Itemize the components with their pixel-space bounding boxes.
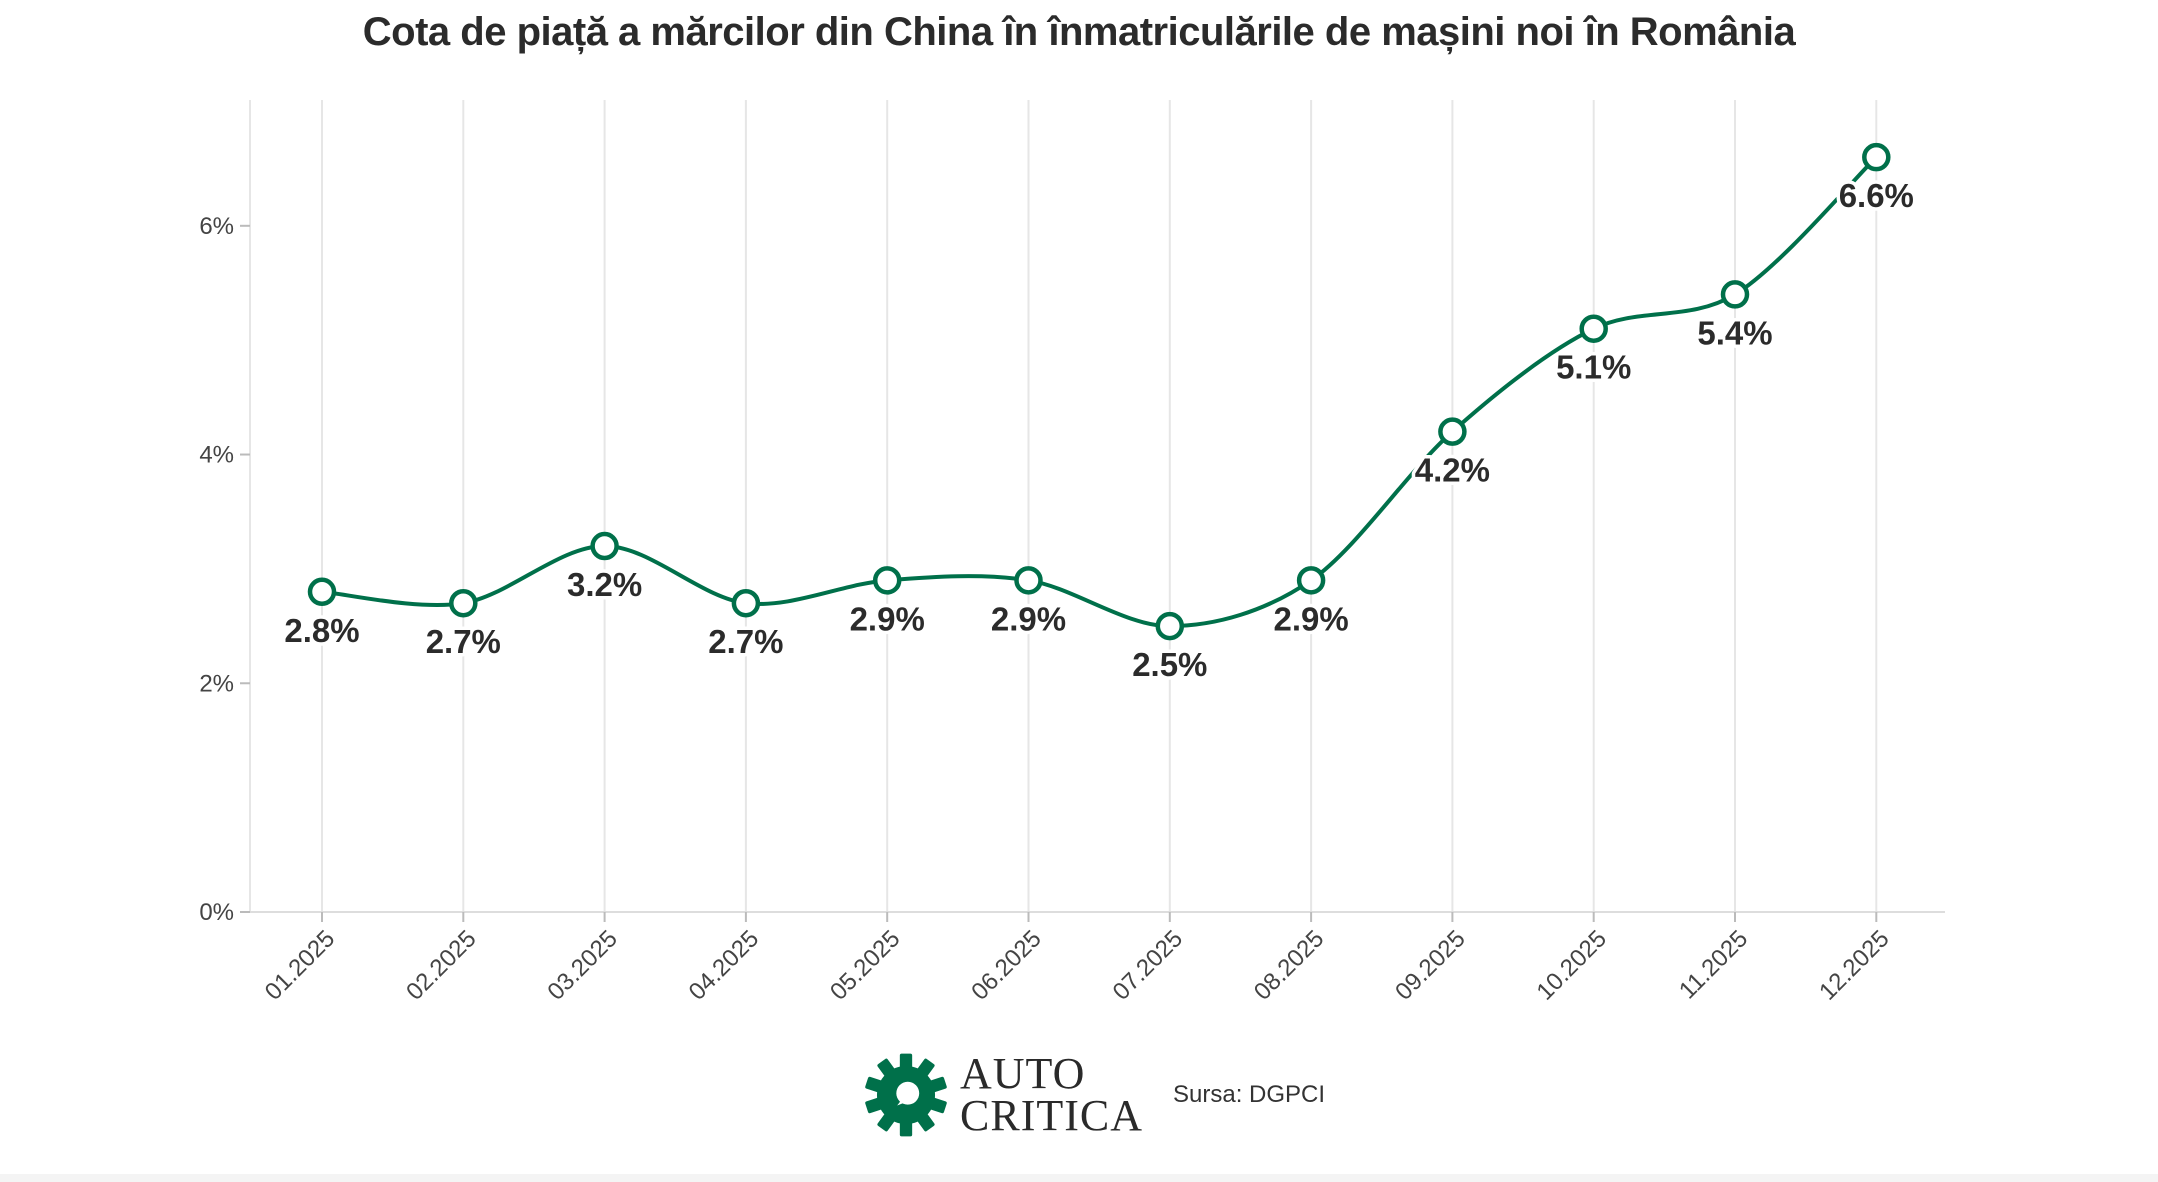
data-label: 4.2% — [1415, 452, 1490, 489]
data-point — [872, 566, 902, 595]
data-point — [449, 588, 478, 618]
x-tick-label: 03.2025 — [542, 925, 622, 1005]
data-label: 2.5% — [1132, 646, 1207, 683]
data-label-halo: 3.2% — [567, 566, 642, 603]
data-point — [307, 577, 337, 607]
footer: AUTO CRITICA Sursa: DGPCI — [862, 1050, 1325, 1140]
x-tick-label: 05.2025 — [825, 925, 905, 1005]
data-point — [1438, 417, 1467, 446]
data-label-halo: 2.5% — [1132, 646, 1207, 683]
x-tick-label: 06.2025 — [966, 925, 1046, 1005]
logo-line-2: CRITICA — [960, 1091, 1143, 1140]
data-label: 5.4% — [1697, 314, 1772, 351]
y-tick-label: 2% — [199, 670, 234, 697]
y-tick-label: 0% — [199, 899, 234, 926]
data-label-halo: 4.2% — [1415, 452, 1490, 489]
data-label: 6.6% — [1839, 177, 1914, 214]
x-tick-label: 09.2025 — [1390, 925, 1470, 1005]
x-tick-label: 11.2025 — [1674, 925, 1753, 1004]
x-tick-label: 07.2025 — [1108, 925, 1188, 1005]
source-note: Sursa: DGPCI — [1173, 1081, 1326, 1108]
logo-line-1: AUTO — [960, 1049, 1086, 1098]
logo-wordmark: AUTO CRITICA — [960, 1049, 1143, 1140]
data-point-layer — [307, 142, 1891, 641]
data-label-halo: 6.6% — [1839, 177, 1914, 214]
data-label: 3.2% — [567, 566, 642, 603]
y-tick-label: 4% — [199, 442, 234, 469]
data-point — [1862, 142, 1891, 172]
data-point — [1296, 566, 1326, 595]
data-label: 2.9% — [991, 600, 1066, 637]
grid-layer — [321, 100, 1878, 912]
x-tick-label: 08.2025 — [1249, 925, 1329, 1005]
x-tick-label: 01.2025 — [260, 925, 340, 1005]
data-label-halo: 2.7% — [708, 623, 783, 660]
x-tick-label: 12.2025 — [1814, 925, 1894, 1005]
data-label-halo: 5.4% — [1697, 314, 1772, 351]
data-label-halo: 2.9% — [1273, 600, 1348, 637]
data-label: 5.1% — [1556, 349, 1631, 386]
data-point — [1579, 314, 1608, 343]
gear-logo-icon — [865, 1053, 947, 1137]
data-label: 2.9% — [1273, 600, 1348, 637]
data-point — [731, 588, 761, 618]
data-point — [1014, 566, 1043, 595]
data-label-layer: 2.8%2.8% 2.7%2.7%3.2%3.2%2.7%2.7%2.9%2.9%… — [281, 174, 1918, 687]
series-line — [321, 155, 1878, 629]
data-point — [1155, 611, 1185, 641]
bottom-strip — [0, 1174, 2158, 1182]
data-label-halo: 2.7% — [426, 623, 501, 660]
data-label-halo: 2.9% — [991, 600, 1066, 637]
data-label-halo: 2.9% — [850, 600, 925, 637]
data-point — [1720, 280, 1750, 309]
data-label-halo: 2.8% — [284, 612, 359, 649]
y-tick-label: 6% — [199, 213, 234, 240]
data-label: 2.9% — [850, 600, 925, 637]
x-tick-label: 02.2025 — [401, 925, 481, 1005]
x-tick-label: 04.2025 — [684, 925, 764, 1005]
x-tick-label: 10.2025 — [1531, 925, 1611, 1005]
axis-layer: 0% 2% 4% 6% 01.2025 02.2025 03.2025 04.2025 05.2… — [199, 100, 1945, 1006]
data-label-halo: 5.1% — [1556, 349, 1631, 386]
chart-title: Cota de piață a mărcilor din China în în… — [362, 10, 1796, 54]
data-point — [590, 531, 619, 561]
data-label: 2.7% — [426, 623, 501, 660]
data-label: 2.7% — [708, 623, 783, 660]
series-line-layer — [321, 155, 1878, 629]
data-label: 2.8% — [284, 612, 359, 649]
